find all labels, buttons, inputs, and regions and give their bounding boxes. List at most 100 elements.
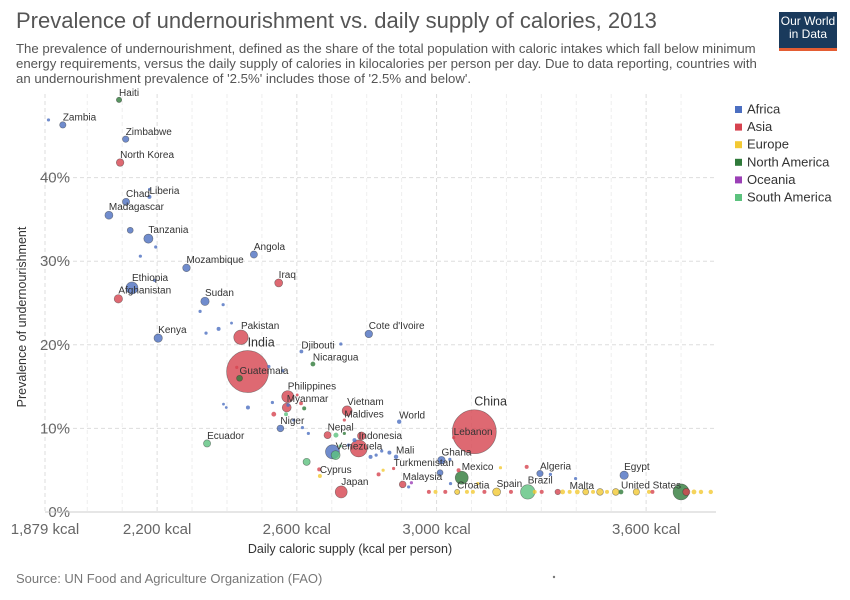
data-point bbox=[113, 294, 123, 304]
point-label: Malaysia bbox=[403, 472, 443, 483]
data-point bbox=[612, 488, 620, 496]
data-point bbox=[619, 470, 629, 480]
point-label: United States bbox=[621, 481, 681, 492]
data-point bbox=[59, 121, 67, 129]
data-point bbox=[270, 400, 274, 405]
data-point bbox=[104, 210, 114, 220]
data-point bbox=[317, 474, 322, 479]
data-point bbox=[249, 250, 258, 259]
data-point bbox=[376, 472, 381, 477]
legend-entry[interactable]: South America bbox=[747, 190, 832, 205]
source-note: Source: UN Food and Agriculture Organiza… bbox=[16, 571, 323, 586]
data-point bbox=[452, 435, 456, 440]
data-point bbox=[224, 406, 228, 409]
data-point bbox=[143, 233, 154, 244]
point-label: Guatemala bbox=[240, 366, 289, 377]
data-point bbox=[306, 431, 310, 436]
point-label: Brazil bbox=[528, 476, 553, 487]
data-point bbox=[222, 402, 225, 406]
point-label: World bbox=[399, 411, 425, 422]
point-label: Ethiopia bbox=[132, 273, 169, 284]
data-point bbox=[374, 453, 378, 457]
legend-swatch bbox=[735, 141, 742, 149]
data-point bbox=[274, 278, 283, 288]
owid-logo[interactable]: Our World in Data bbox=[779, 12, 837, 51]
data-point bbox=[560, 489, 566, 495]
point-label: Indonesia bbox=[359, 431, 403, 442]
point-label: Algeria bbox=[540, 461, 572, 472]
data-point bbox=[280, 369, 285, 373]
data-point bbox=[396, 419, 402, 424]
data-point bbox=[464, 489, 469, 494]
point-label: Vietnam bbox=[347, 397, 384, 408]
point-label: China bbox=[474, 395, 507, 409]
legend-entry[interactable]: North America bbox=[747, 154, 830, 169]
x-axis-label: Daily caloric supply (kcal per person) bbox=[248, 542, 452, 556]
data-point bbox=[334, 485, 348, 499]
point-label: Croatia bbox=[457, 480, 490, 491]
data-point bbox=[286, 403, 290, 407]
data-point bbox=[182, 263, 191, 272]
legend-swatch bbox=[735, 176, 742, 184]
data-point bbox=[482, 489, 487, 494]
point-label: Cote d'Ivoire bbox=[369, 321, 425, 332]
legend-entry[interactable]: Africa bbox=[747, 102, 781, 117]
point-label: Mexico bbox=[462, 462, 494, 473]
y-tick-label: 30% bbox=[40, 253, 70, 270]
data-point bbox=[646, 489, 651, 494]
data-point bbox=[126, 226, 134, 234]
legend-swatch bbox=[735, 194, 742, 201]
data-point bbox=[302, 457, 311, 466]
data-point bbox=[342, 431, 346, 436]
y-axis-label: Prevalence of undernourishment bbox=[15, 226, 29, 407]
data-point bbox=[203, 439, 211, 448]
point-label: Angola bbox=[254, 242, 286, 253]
data-point bbox=[339, 342, 343, 346]
y-tick-label: 20% bbox=[40, 337, 70, 354]
data-point bbox=[281, 390, 295, 403]
point-label: Zambia bbox=[63, 113, 97, 124]
data-point bbox=[567, 489, 572, 494]
x-axis-ticks: 1,879 kcal 2,200 kcal 2,600 kcal 3,000 kcal… bbox=[11, 521, 681, 538]
point-label: Sudan bbox=[205, 288, 234, 299]
x-tick-label: 3,000 kcal bbox=[402, 521, 470, 538]
data-point bbox=[393, 454, 399, 460]
data-point bbox=[323, 431, 332, 439]
data-point bbox=[342, 418, 346, 422]
data-point bbox=[391, 466, 396, 471]
data-point bbox=[267, 364, 271, 369]
data-points bbox=[46, 96, 713, 501]
y-axis-ticks: 0%10%20%30%40% bbox=[40, 170, 70, 521]
x-tick-label: 2,600 kcal bbox=[263, 521, 331, 538]
data-point bbox=[380, 449, 384, 453]
data-point bbox=[235, 365, 239, 369]
data-point bbox=[548, 472, 553, 476]
data-point bbox=[245, 405, 250, 410]
legend-entry[interactable]: Europe bbox=[747, 137, 789, 152]
point-label: Iraq bbox=[279, 270, 296, 281]
data-point bbox=[292, 418, 296, 422]
data-point bbox=[154, 245, 158, 249]
data-point bbox=[492, 487, 501, 497]
legend-entry[interactable]: Oceania bbox=[747, 172, 796, 187]
data-point bbox=[221, 303, 225, 307]
y-tick-label: 10% bbox=[40, 420, 70, 437]
point-labels: Haiti Zambia Zimbabwe North Korea LiberiaCha… bbox=[63, 88, 681, 492]
point-label: Haiti bbox=[119, 88, 139, 99]
data-point bbox=[426, 489, 431, 494]
data-point bbox=[456, 468, 461, 473]
data-point bbox=[310, 361, 316, 367]
data-point bbox=[409, 481, 414, 485]
point-label: India bbox=[248, 336, 275, 350]
data-point bbox=[295, 393, 299, 397]
point-label: Tanzania bbox=[148, 225, 188, 236]
data-point bbox=[532, 489, 537, 494]
legend-entry[interactable]: Asia bbox=[747, 119, 773, 134]
point-label: Kenya bbox=[158, 325, 187, 336]
data-point bbox=[398, 480, 407, 489]
x-tick-label: 3,600 kcal bbox=[612, 521, 680, 538]
data-point bbox=[216, 326, 221, 331]
data-point bbox=[198, 309, 202, 313]
data-point bbox=[454, 470, 469, 485]
